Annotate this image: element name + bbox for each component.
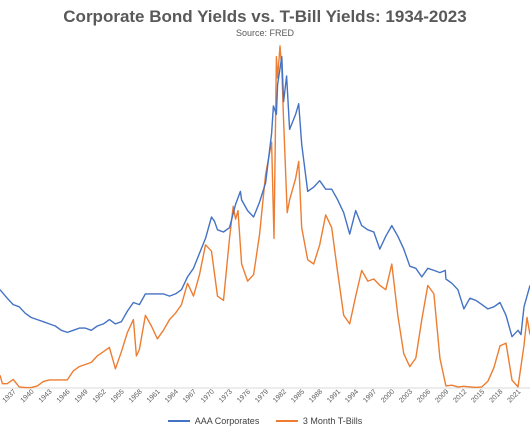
- x-tick-label: 1997: [362, 388, 378, 404]
- legend-label-tbills: 3 Month T-Bills: [302, 416, 363, 426]
- x-tick-label: 1937: [2, 388, 18, 404]
- x-tick-label: 1955: [110, 388, 126, 404]
- x-tick-label: 1970: [200, 388, 216, 404]
- x-tick-label: 1994: [344, 388, 360, 404]
- x-tick-label: 2006: [416, 388, 432, 404]
- x-tick-label: 2003: [398, 388, 414, 404]
- x-tick-label: 1940: [20, 388, 36, 404]
- x-tick-label: 2021: [506, 388, 522, 404]
- x-tick-label: 2015: [470, 388, 486, 404]
- x-tick-label: 1985: [290, 388, 306, 404]
- chart-title: Corporate Bond Yields vs. T-Bill Yields:…: [63, 7, 467, 26]
- x-axis-ticks: 1937 1940 1943 1946 1949 1952 1955 1958 1961 1964…: [2, 388, 523, 404]
- x-tick-label: 1967: [182, 388, 198, 404]
- legend-item-tbills: 3 Month T-Bills: [275, 416, 363, 426]
- x-tick-label: 1961: [146, 388, 162, 404]
- legend-swatch-tbills: [275, 420, 298, 422]
- x-tick-label: 1988: [308, 388, 324, 404]
- x-tick-label: 2018: [488, 388, 504, 404]
- x-tick-label: 1976: [236, 388, 252, 404]
- x-tick-label: 2009: [434, 388, 450, 404]
- plot-area: [0, 45, 530, 389]
- legend: AAA Corporates 3 Month T-Bills: [0, 414, 530, 426]
- x-tick-label: 2000: [380, 388, 396, 404]
- x-tick-label: 1958: [128, 388, 144, 404]
- x-tick-label: 1952: [92, 388, 108, 404]
- x-tick-label: 1946: [56, 388, 72, 404]
- series-line-3-month-t-bills: [0, 45, 530, 389]
- x-tick-label: 1964: [164, 388, 180, 404]
- x-tick-label: 1991: [326, 388, 342, 404]
- x-tick-label: 1943: [38, 388, 54, 404]
- x-tick-label: 1973: [218, 388, 234, 404]
- legend-swatch-aaa: [167, 420, 190, 422]
- x-tick-label: 1949: [74, 388, 90, 404]
- x-tick-label: 1979: [254, 388, 270, 404]
- x-tick-label: 2012: [452, 388, 468, 404]
- series-line-aaa-corporates: [0, 56, 530, 338]
- x-tick-label: 1982: [272, 388, 288, 404]
- legend-label-aaa: AAA Corporates: [194, 416, 260, 426]
- legend-item-aaa: AAA Corporates: [167, 416, 260, 426]
- chart-subtitle: Source: FRED: [235, 28, 295, 38]
